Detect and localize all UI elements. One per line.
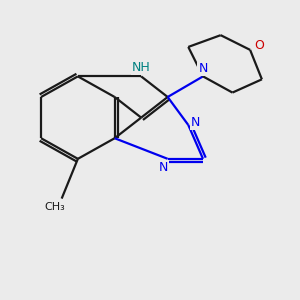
Text: CH₃: CH₃ bbox=[44, 202, 65, 212]
Text: N: N bbox=[159, 160, 168, 174]
Text: N: N bbox=[198, 61, 208, 75]
Text: NH: NH bbox=[132, 61, 151, 74]
Text: O: O bbox=[255, 39, 265, 52]
Text: N: N bbox=[191, 116, 200, 128]
